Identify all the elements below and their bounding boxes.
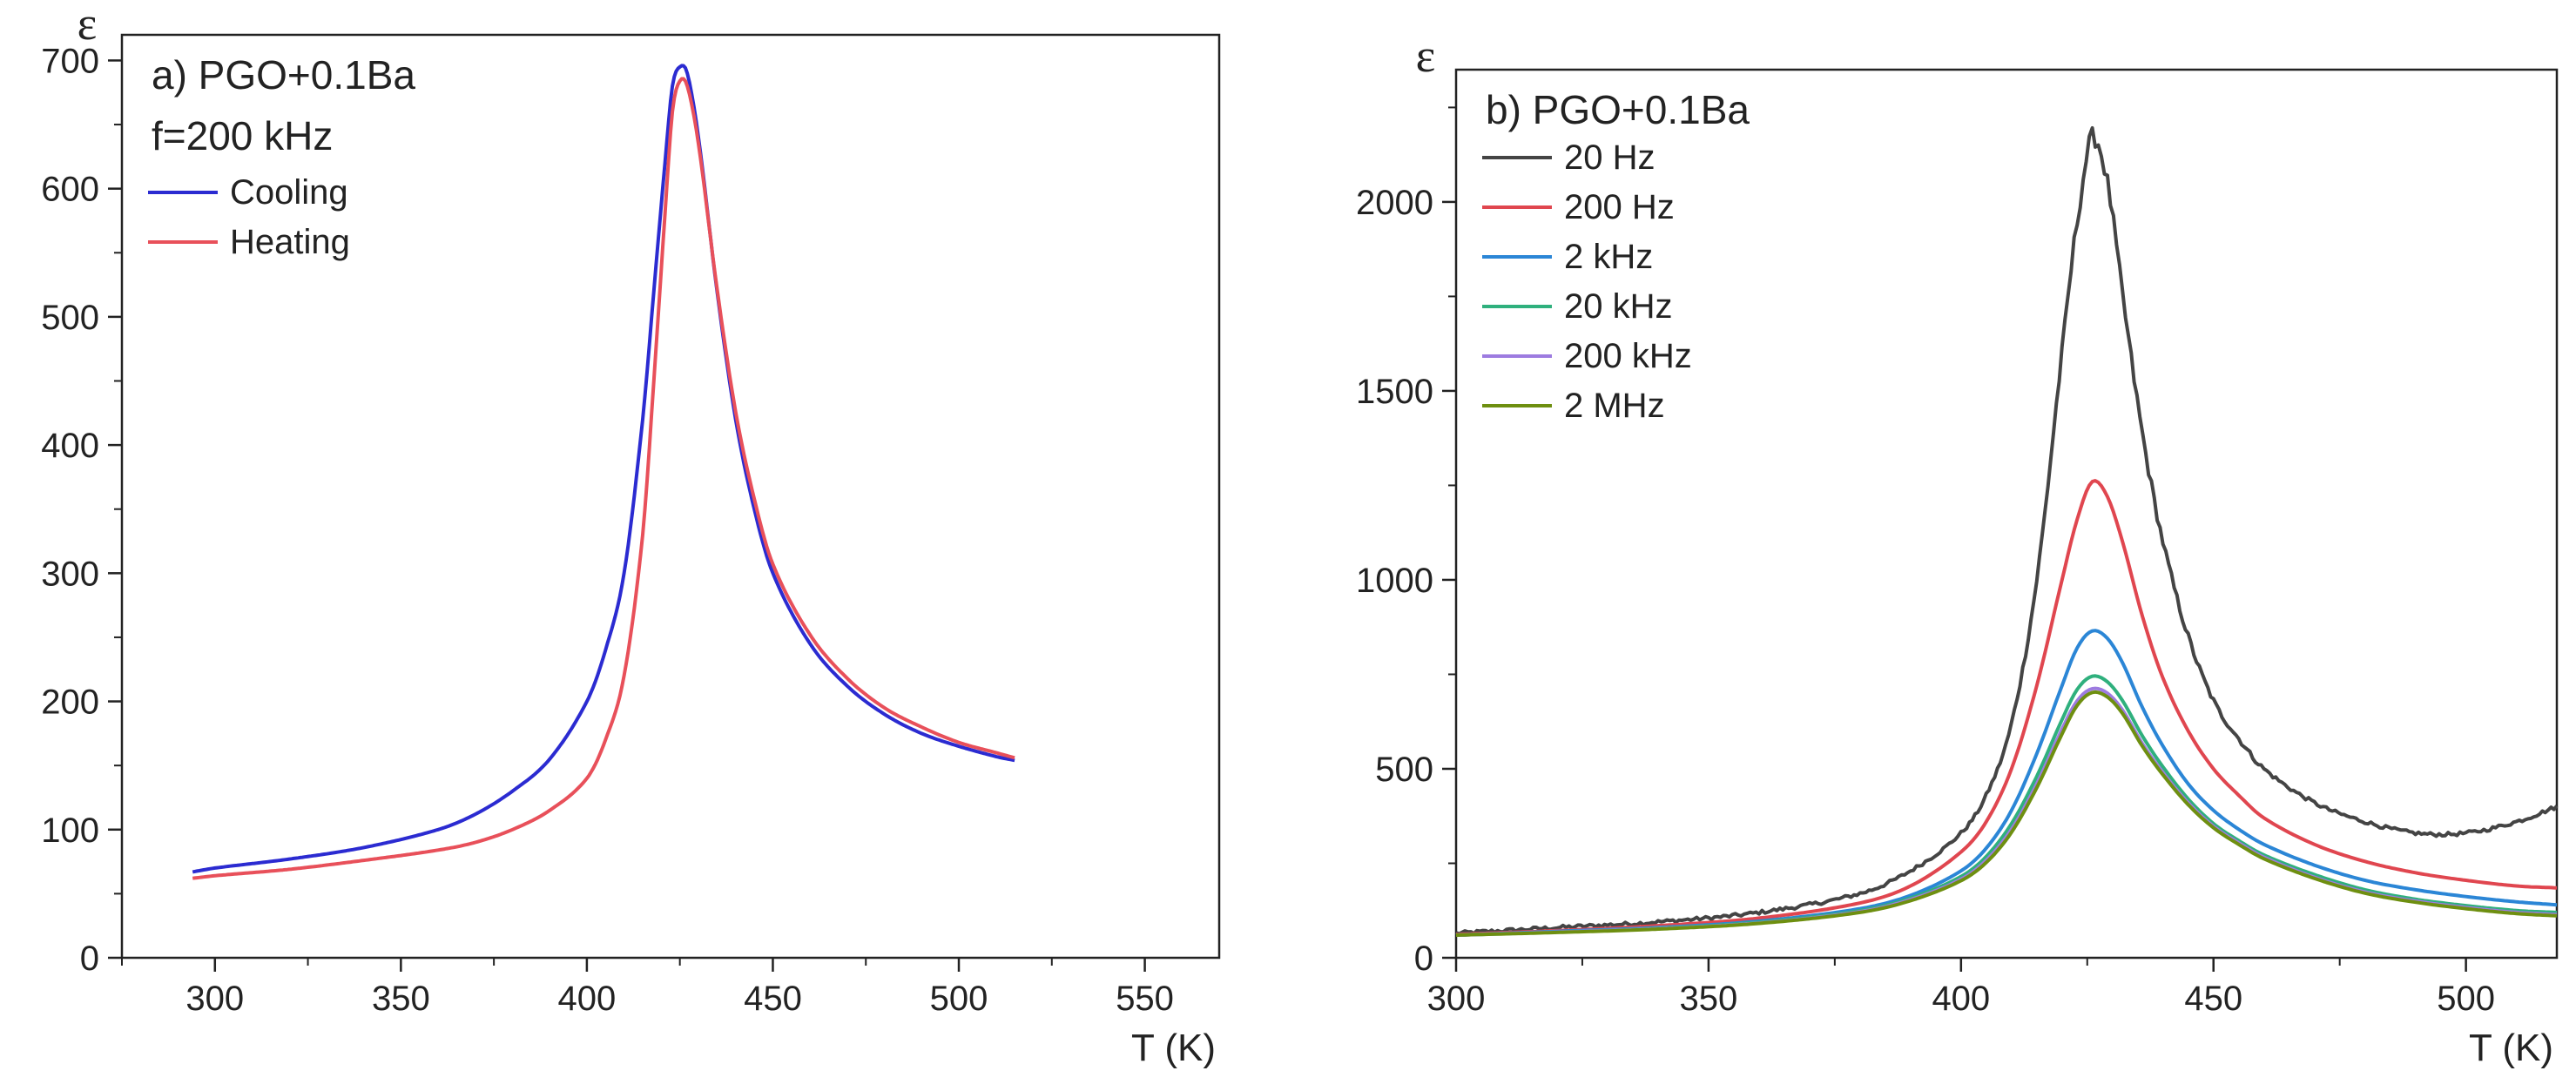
panel-subtitle: f=200 kHz: [152, 113, 333, 158]
y-axis-title: ε: [1416, 30, 1436, 82]
plot-frame: [1454, 68, 2559, 960]
x-tick-label: 400: [1932, 980, 1990, 1018]
y-tick-label: 100: [41, 812, 99, 850]
series-line-20-hz: [1455, 125, 2559, 936]
panel-title: b) PGO+0.1Ba: [1486, 87, 1750, 132]
legend-200-hz-label: 200 Hz: [1564, 188, 1675, 226]
legend-20-khz-label: 20 kHz: [1564, 287, 1673, 326]
x-tick-label: 350: [372, 980, 430, 1018]
series-line-cooling: [192, 64, 1015, 874]
series-line-heating: [192, 77, 1015, 880]
plot-frame: [120, 33, 1221, 960]
x-tick-label: 350: [1680, 980, 1738, 1018]
y-tick-label: 0: [1414, 939, 1433, 978]
x-axis-title: T (K): [2469, 1027, 2553, 1069]
panel-b-chart: 300 350 400 450 500 0 500 1000 1500 2000 T (K) ε b) …: [1356, 30, 2559, 1069]
x-tick-label: 500: [2437, 980, 2495, 1018]
legend-200-khz-label: 200 kHz: [1564, 337, 1692, 375]
y-tick-label: 1000: [1356, 562, 1433, 600]
y-tick-label: 1500: [1356, 373, 1433, 411]
y-tick-label: 500: [1375, 751, 1433, 789]
panel-title: a) PGO+0.1Ba: [152, 52, 415, 98]
y-tick-label: 600: [41, 171, 99, 209]
x-tick-label: 450: [2184, 980, 2242, 1018]
legend-20-hz-label: 20 Hz: [1564, 138, 1656, 177]
x-tick-label: 450: [744, 980, 802, 1018]
legend-cooling-label: Cooling: [230, 173, 348, 212]
legend-2-khz-label: 2 kHz: [1564, 238, 1653, 276]
x-tick-label: 500: [930, 980, 988, 1018]
x-tick-label: 300: [185, 980, 244, 1018]
series-line-200-hz: [1455, 479, 2558, 937]
y-tick-label: 500: [41, 299, 99, 337]
y-tick-label: 300: [41, 555, 99, 593]
y-axis-title: ε: [78, 0, 98, 50]
x-tick-label: 550: [1116, 980, 1174, 1018]
panel-a-chart: 300 350 400 450 500 550 0 100 200 300 400 500 600 700…: [41, 0, 1221, 1069]
x-tick-label: 400: [558, 980, 617, 1018]
y-tick-label: 400: [41, 427, 99, 465]
legend-2-mhz-label: 2 MHz: [1564, 387, 1665, 425]
y-tick-label: 200: [41, 684, 99, 722]
x-axis-title: T (K): [1131, 1027, 1216, 1069]
legend-heating-label: Heating: [230, 223, 350, 261]
y-tick-label: 0: [80, 939, 99, 978]
y-tick-label: 2000: [1356, 184, 1433, 222]
x-tick-label: 300: [1427, 980, 1486, 1018]
series-line-2-mhz: [1455, 690, 2558, 937]
y-tick-label: 700: [41, 42, 99, 80]
